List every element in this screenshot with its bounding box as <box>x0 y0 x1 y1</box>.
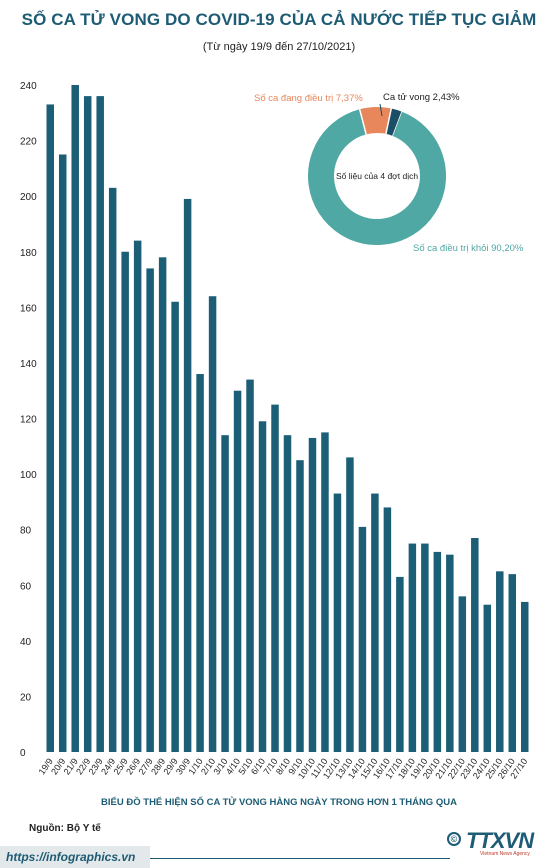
bar-12-10 <box>333 493 342 752</box>
bar-5-10 <box>246 379 254 752</box>
deaths-bar-chart: 0 20 40 60 80 100 120 140 160 180 200 220 240 19/920… <box>20 81 530 781</box>
copyright-icon: © <box>447 832 461 846</box>
donut-label-recovered: Số ca điều trị khỏi 90,20% <box>413 243 524 254</box>
y-tick-label: 20 <box>20 692 32 703</box>
bar-21-10 <box>446 554 454 752</box>
bar-17-10 <box>396 576 404 752</box>
y-tick-label: 240 <box>20 81 37 92</box>
bar-24-10 <box>483 604 492 752</box>
y-tick-label: 100 <box>20 470 37 481</box>
bar-8-10 <box>283 435 292 752</box>
bar-1-10 <box>196 374 204 752</box>
bar-18-10 <box>408 543 417 752</box>
page-subtitle: (Từ ngày 19/9 đến 27/10/2021) <box>202 41 356 53</box>
ttxvn-logo: TTXVN <box>466 828 534 853</box>
y-tick-label: 180 <box>20 248 37 259</box>
bar-6-10 <box>258 421 267 752</box>
bar-series <box>46 85 529 753</box>
donut-slice-recovered <box>308 109 446 245</box>
y-tick-label: 200 <box>20 192 37 203</box>
bar-25-10 <box>496 571 504 752</box>
bar-9-10 <box>296 460 304 752</box>
bar-28-9 <box>158 257 167 752</box>
x-axis: 19/920/921/922/923/924/925/926/927/928/9… <box>37 756 530 780</box>
donut-slice-deaths <box>385 108 402 136</box>
y-axis: 0 20 40 60 80 100 120 140 160 180 200 220 240 <box>20 81 37 759</box>
donut-center-label: Số liệu của 4 đợt dịch <box>336 171 418 181</box>
bar-3-10 <box>221 435 229 752</box>
page-title: SỐ CA TỬ VONG DO COVID-19 CỦA CẢ NƯỚC TI… <box>21 10 537 29</box>
y-tick-label: 120 <box>20 415 37 426</box>
bar-21-9 <box>71 85 79 752</box>
bar-22-10 <box>458 596 467 752</box>
y-tick-label: 0 <box>20 748 26 759</box>
footer-url-link[interactable]: https://infographics.vn <box>6 850 136 864</box>
bar-26-10 <box>508 574 517 752</box>
ttxvn-logo-subtitle: Vietnam News Agency <box>480 851 530 857</box>
y-tick-label: 40 <box>20 637 32 648</box>
bar-26-9 <box>133 240 142 752</box>
bar-14-10 <box>358 526 367 752</box>
donut-chart: Số liệu của 4 đợt dịch Số ca điều trị khỏ… <box>254 92 524 254</box>
donut-slice-treating <box>359 107 392 135</box>
donut-separator <box>391 111 403 137</box>
bar-10-10 <box>308 437 317 752</box>
bar-20-9 <box>58 154 67 753</box>
bar-15-10 <box>371 493 379 752</box>
bar-24-9 <box>108 187 117 752</box>
y-tick-label: 60 <box>20 581 32 592</box>
bar-19-10 <box>421 543 429 752</box>
chart-caption: BIỂU ĐỒ THỂ HIỆN SỐ CA TỬ VONG HÀNG NGÀY… <box>101 797 457 808</box>
bar-11-10 <box>321 432 329 752</box>
bar-27-10 <box>521 601 529 752</box>
source-note: Nguồn: Bộ Y tế <box>29 823 101 834</box>
bar-30-9 <box>183 198 192 752</box>
deaths-leader-line <box>379 103 383 117</box>
bar-4-10 <box>233 390 242 752</box>
footer-bar: https://infographics.vn <box>0 846 558 868</box>
bar-16-10 <box>383 507 392 752</box>
footer-divider <box>150 858 450 859</box>
bar-27-9 <box>146 268 154 752</box>
y-tick-label: 80 <box>20 526 32 537</box>
bar-29-9 <box>171 301 179 752</box>
y-tick-label: 160 <box>20 303 37 314</box>
bar-22-9 <box>83 96 92 753</box>
donut-separator <box>358 109 367 135</box>
bar-23-9 <box>96 96 104 753</box>
bar-19-9 <box>46 104 54 752</box>
bar-13-10 <box>346 457 354 752</box>
bar-7-10 <box>271 404 279 752</box>
bar-20-10 <box>433 551 442 752</box>
footer-url-band <box>0 846 150 868</box>
y-tick-label: 140 <box>20 359 37 370</box>
y-tick-label: 220 <box>20 137 37 148</box>
bar-25-9 <box>121 251 129 752</box>
bar-23-10 <box>471 538 479 752</box>
donut-label-deaths: Ca tử vong 2,43% <box>383 92 460 103</box>
donut-separator <box>385 108 393 135</box>
donut-label-treating: Số ca đang điều trị 7,37% <box>254 93 363 104</box>
bar-2-10 <box>208 296 217 752</box>
